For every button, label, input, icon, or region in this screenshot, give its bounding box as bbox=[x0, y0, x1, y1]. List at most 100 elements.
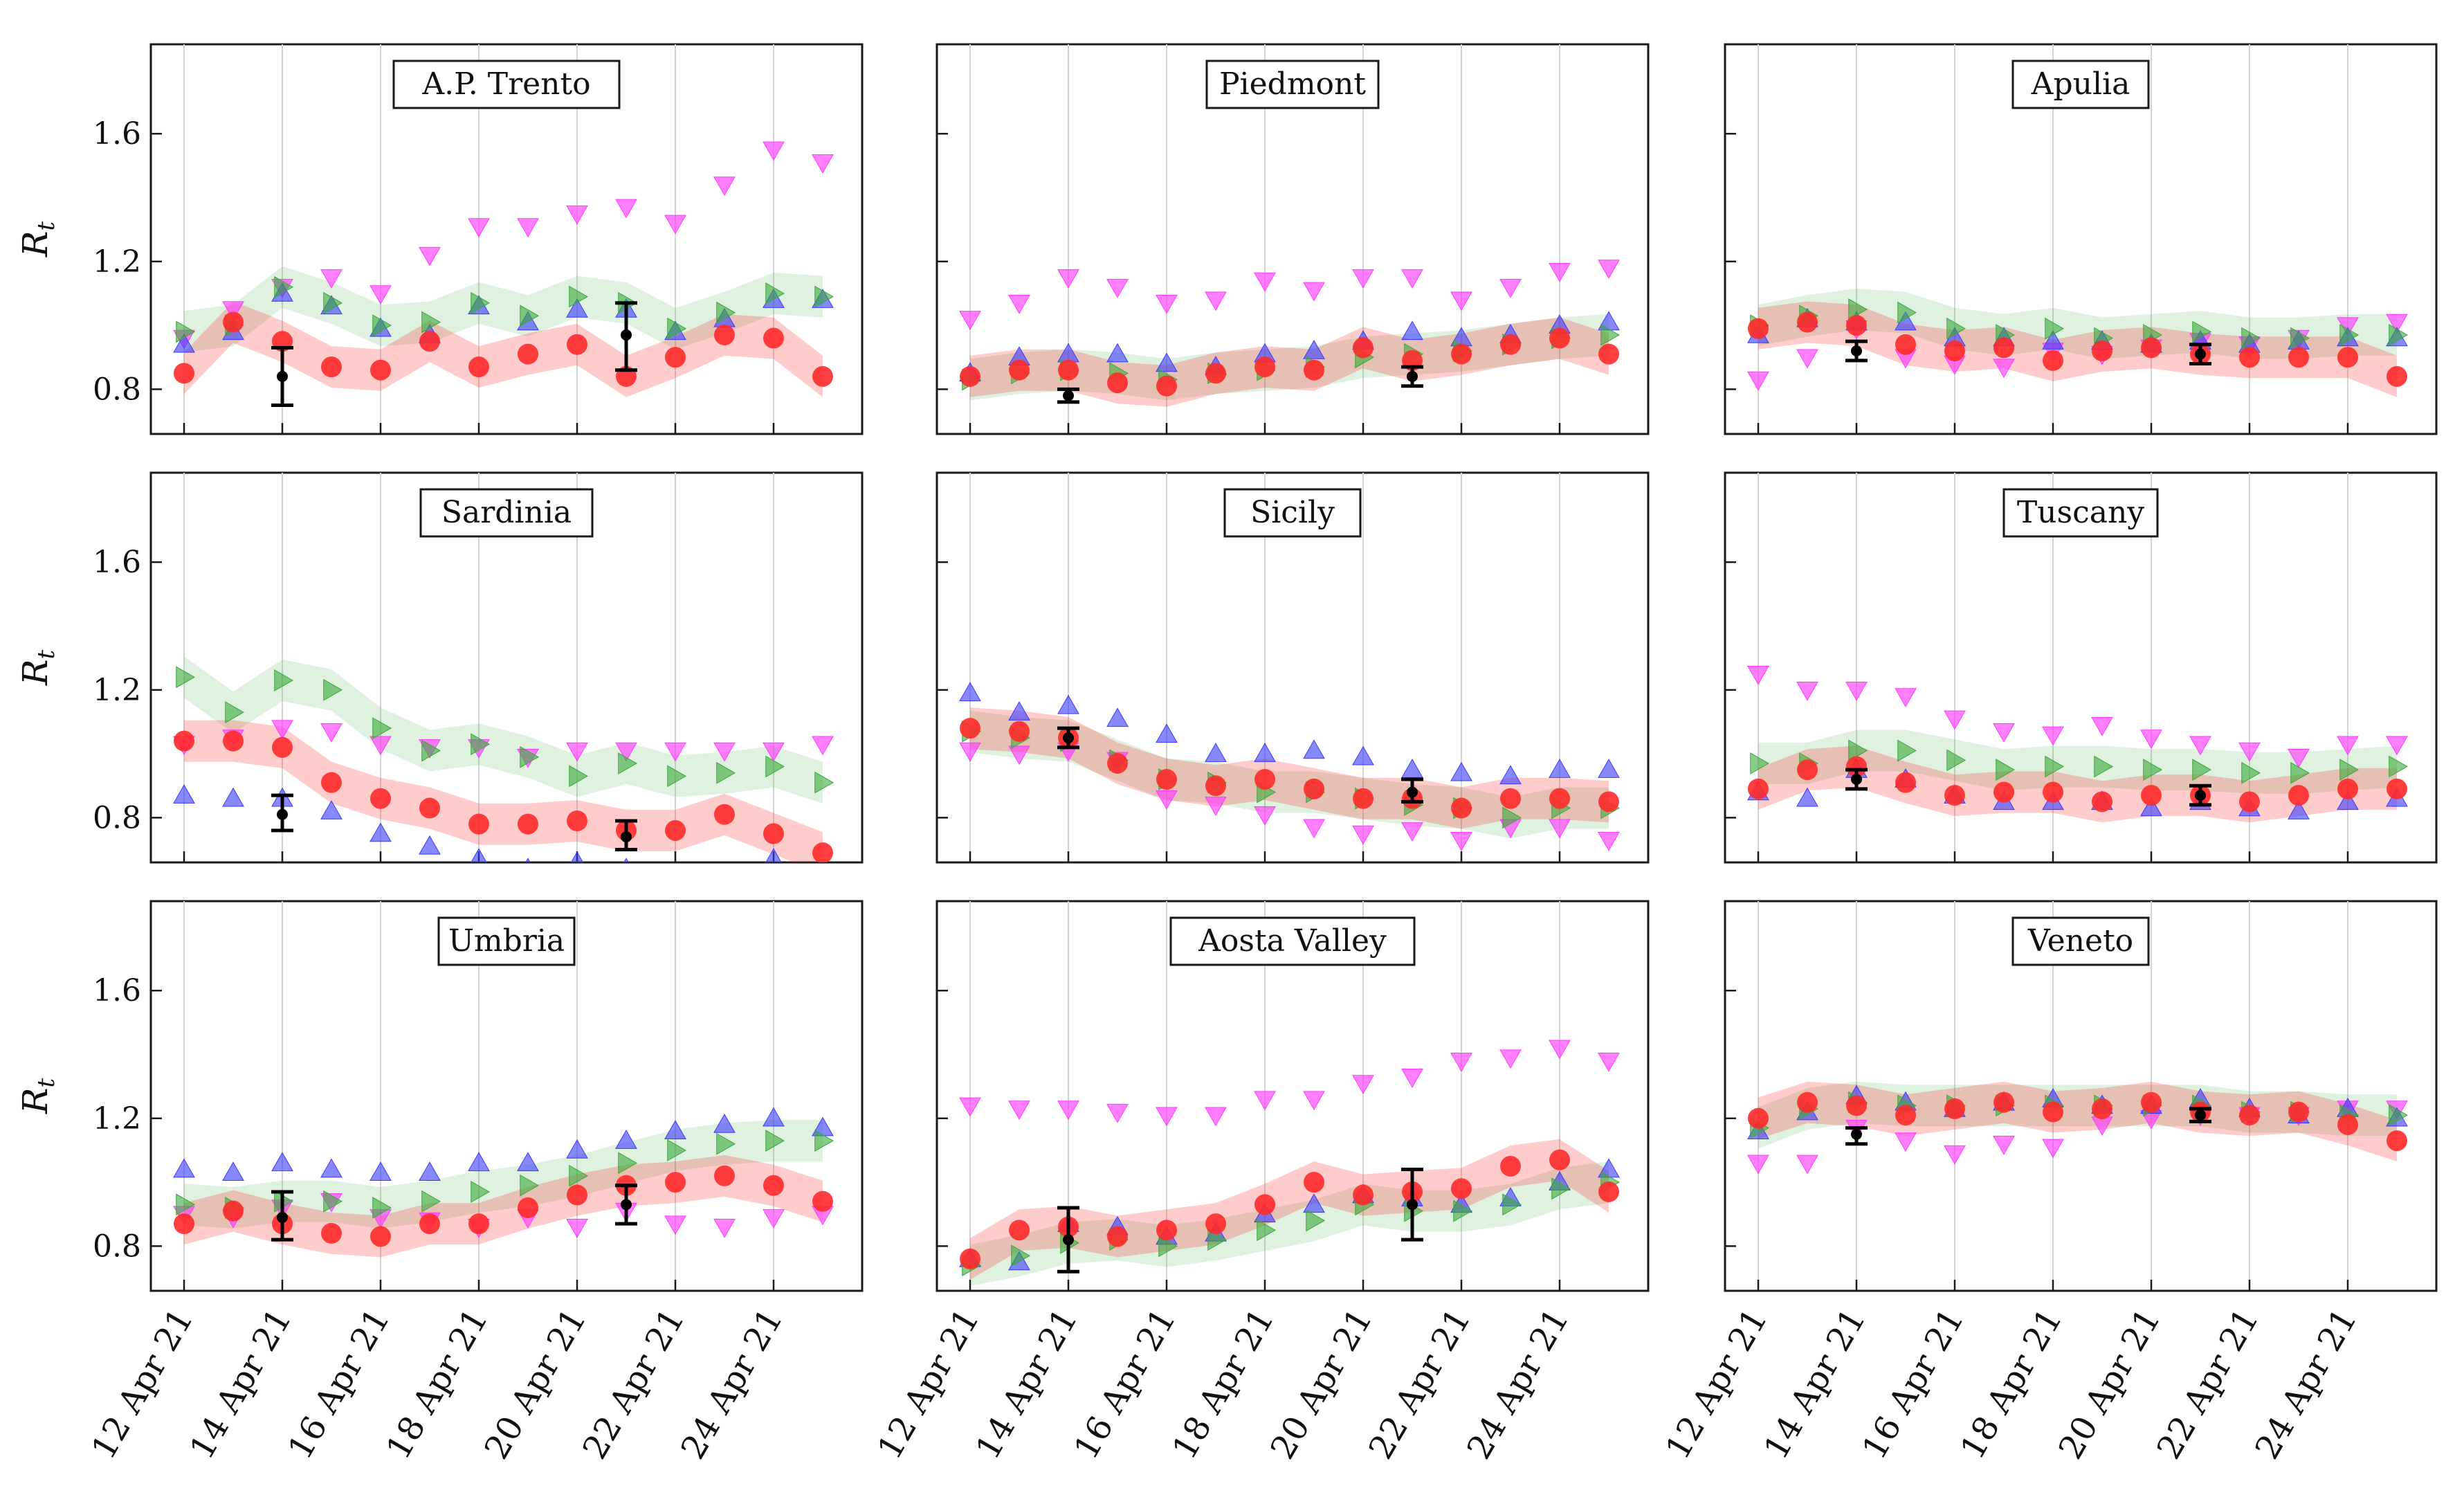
blue-point bbox=[369, 822, 392, 842]
red-point bbox=[1156, 1220, 1177, 1241]
green-point bbox=[1502, 806, 1522, 829]
red-band bbox=[970, 707, 1609, 829]
magenta-point bbox=[1008, 1100, 1030, 1120]
blue-point bbox=[1401, 320, 1423, 341]
green-point bbox=[1306, 1209, 1326, 1232]
magenta-point bbox=[1401, 822, 1423, 842]
blue-point bbox=[959, 682, 981, 702]
red-point bbox=[1205, 363, 1226, 384]
x-tick-label: 14 Apr 21 bbox=[968, 1302, 1085, 1466]
bands bbox=[970, 707, 1609, 839]
magenta-point bbox=[812, 736, 834, 756]
green-point bbox=[2045, 317, 2065, 340]
error-bar bbox=[1401, 777, 1423, 804]
green-band bbox=[184, 266, 823, 353]
panel-frame bbox=[936, 43, 1650, 435]
markers bbox=[173, 1107, 834, 1247]
blue-point bbox=[222, 787, 244, 807]
magenta-point bbox=[1205, 1107, 1227, 1127]
red-band bbox=[1758, 1081, 2397, 1162]
blue-point bbox=[1598, 759, 1620, 778]
red-point bbox=[321, 356, 342, 378]
red-point bbox=[1846, 1095, 1867, 1116]
error-bar-point bbox=[1407, 786, 1418, 798]
blue-point bbox=[471, 848, 487, 862]
magenta-point bbox=[713, 742, 736, 762]
green-point bbox=[421, 739, 441, 762]
x-tick-label: 24 Apr 21 bbox=[1459, 1302, 1576, 1466]
red-point bbox=[2092, 791, 2112, 813]
red-point bbox=[567, 810, 587, 832]
green-point bbox=[716, 1132, 736, 1155]
bands bbox=[184, 266, 823, 397]
red-point bbox=[763, 1175, 784, 1196]
panel-frame bbox=[1724, 43, 2438, 435]
red-point bbox=[1107, 1226, 1128, 1247]
blue-point bbox=[1303, 739, 1325, 759]
magenta-point bbox=[763, 141, 785, 161]
magenta-point bbox=[566, 205, 588, 225]
magenta-point bbox=[1796, 349, 1818, 369]
green-point bbox=[421, 311, 441, 334]
magenta-point bbox=[1747, 1154, 1769, 1175]
error-bar-point bbox=[621, 329, 632, 341]
markers bbox=[959, 1040, 1621, 1276]
magenta-point bbox=[1205, 797, 1227, 816]
magenta-point bbox=[1993, 359, 2015, 379]
red-point bbox=[2043, 350, 2063, 371]
panel-a-p-trento: 0.8 1.2 1.6 Rt A.P. Trento bbox=[15, 43, 864, 435]
blue-point bbox=[222, 1161, 244, 1181]
red-point bbox=[2387, 365, 2407, 387]
panel-frame bbox=[936, 471, 1650, 864]
green-point bbox=[471, 1181, 491, 1203]
green-point bbox=[471, 733, 491, 756]
magenta-point bbox=[320, 269, 343, 289]
green-point bbox=[520, 305, 540, 327]
red-point bbox=[567, 1184, 587, 1206]
panel-sicily: Sicily bbox=[936, 471, 1650, 864]
red-point bbox=[1254, 769, 1275, 790]
panel-title-box bbox=[2011, 916, 2150, 966]
red-point bbox=[1549, 1149, 1570, 1170]
magenta-point bbox=[1895, 1132, 1917, 1152]
error-bar bbox=[2189, 343, 2211, 365]
green-band bbox=[970, 1161, 1609, 1287]
x-tick-label: 22 Apr 21 bbox=[575, 1302, 692, 1466]
magenta-point bbox=[1254, 806, 1276, 826]
blue-point bbox=[2140, 797, 2162, 817]
red-point bbox=[1451, 797, 1472, 819]
red-point bbox=[2288, 785, 2309, 806]
green-point bbox=[1897, 739, 1917, 762]
magenta-point bbox=[1352, 825, 1374, 845]
magenta-point bbox=[320, 723, 343, 743]
red-point bbox=[960, 1248, 980, 1269]
magenta-point bbox=[1057, 269, 1079, 289]
magenta-point bbox=[1450, 1052, 1472, 1072]
red-point bbox=[1549, 788, 1570, 809]
markers bbox=[173, 141, 834, 387]
blue-point bbox=[1106, 707, 1129, 727]
green-point bbox=[814, 771, 834, 794]
error-bar bbox=[1057, 726, 1079, 750]
panel-title-box bbox=[1205, 60, 1380, 109]
magenta-point bbox=[2238, 742, 2261, 762]
green-point bbox=[1207, 1229, 1228, 1251]
green-point bbox=[765, 755, 785, 778]
error-bar-point bbox=[1407, 370, 1418, 382]
panel-frame bbox=[149, 471, 864, 864]
red-band bbox=[184, 1154, 823, 1258]
y-tick-label: 0.8 bbox=[93, 372, 141, 407]
red-point bbox=[1107, 372, 1128, 394]
y-axis-label: Rt bbox=[15, 221, 60, 258]
green-point bbox=[1600, 324, 1621, 346]
bands bbox=[184, 1120, 823, 1258]
red-point bbox=[2239, 1105, 2260, 1126]
blue-point bbox=[1401, 759, 1423, 778]
error-bar-point bbox=[1851, 345, 1862, 357]
magenta-point bbox=[763, 1209, 785, 1229]
blue-point bbox=[1303, 1193, 1325, 1213]
bands bbox=[1758, 1081, 2397, 1162]
magenta-point bbox=[369, 285, 392, 305]
blue-point bbox=[570, 851, 584, 862]
magenta-point bbox=[2091, 716, 2113, 736]
